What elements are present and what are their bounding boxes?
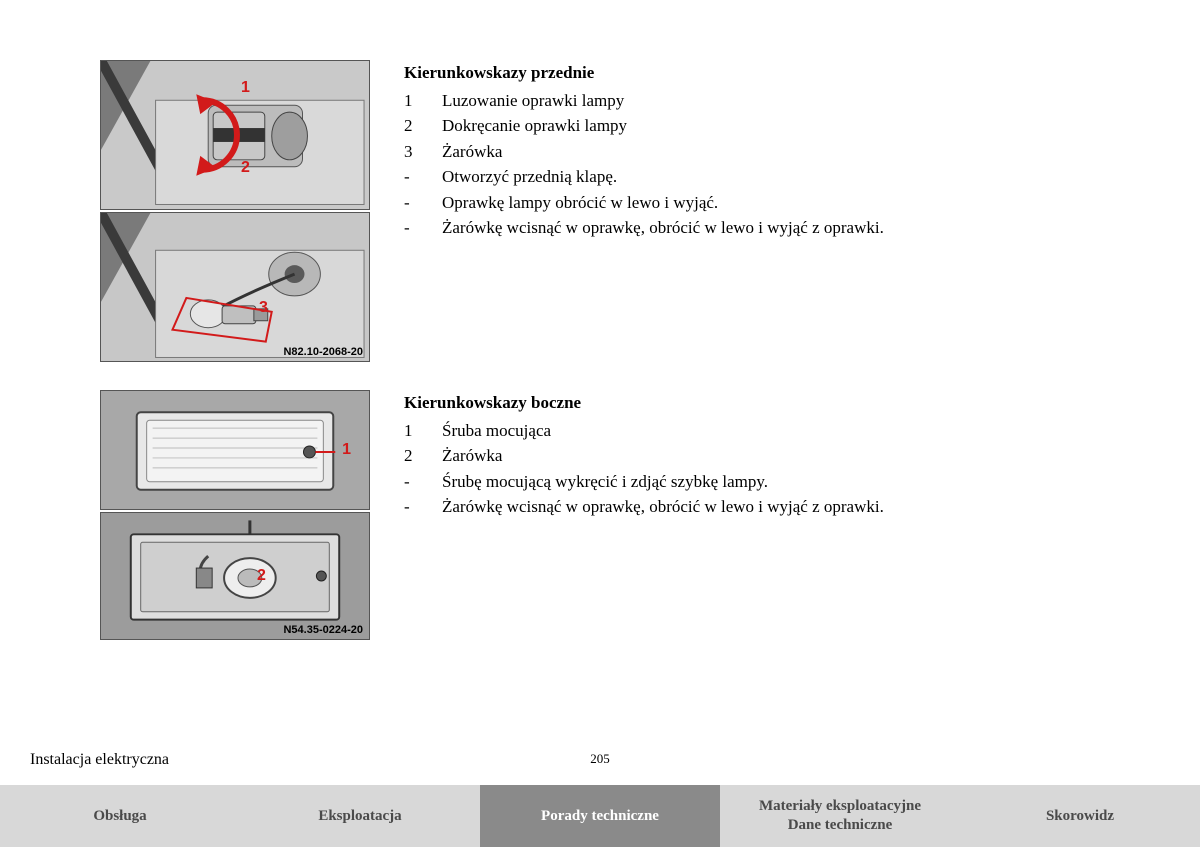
- list-marker: 3: [404, 139, 418, 165]
- list-item: -Otworzyć przednią klapę.: [404, 164, 1170, 190]
- footer-page-number: 205: [590, 751, 610, 767]
- page-content: 1 2 3 N82.1: [0, 0, 1200, 640]
- list-item: 2 Dokręcanie oprawki lampy: [404, 113, 1170, 139]
- figure-1-bottom: 3 N82.10-2068-20: [100, 212, 370, 362]
- tab-materialy-dane[interactable]: Materiały eksploatacyjne Dane techniczne: [720, 785, 960, 847]
- figure-reference-1: N82.10-2068-20: [283, 346, 363, 358]
- list-marker: -: [404, 190, 418, 216]
- list-item: 3 Żarówka: [404, 139, 1170, 165]
- callout-2-side: 2: [257, 567, 266, 585]
- figure-reference-2: N54.35-0224-20: [283, 624, 363, 636]
- list-item: -Oprawkę lampy obrócić w lewo i wyjąć.: [404, 190, 1170, 216]
- figure-1-top: 1 2: [100, 60, 370, 210]
- section-side-indicators: 1 2 N54.35-0224-20 Kierunkow: [100, 390, 1170, 640]
- illustration-side-lamp-open: [101, 512, 369, 640]
- illustration-lamp-socket: [101, 60, 369, 210]
- list-item: 2 Żarówka: [404, 443, 1170, 469]
- callout-3: 3: [259, 299, 268, 317]
- footer-section-label: Instalacja elektryczna: [30, 751, 169, 769]
- figure-column-2: 1 2 N54.35-0224-20: [100, 390, 370, 640]
- text-column-2: Kierunkowskazy boczne 1 Śruba mocująca 2Ż…: [404, 390, 1170, 520]
- list-marker: -: [404, 164, 418, 190]
- list-text: Żarówkę wcisnąć w oprawkę, obrócić w lew…: [442, 494, 884, 520]
- list-text: Dokręcanie oprawki lampy: [442, 113, 627, 139]
- illustration-side-lamp-closed: [101, 390, 369, 510]
- list-marker: 2: [404, 113, 418, 139]
- figure-column-1: 1 2 3 N82.1: [100, 60, 370, 362]
- figure-2-top: 1: [100, 390, 370, 510]
- callout-1-side: 1: [342, 441, 351, 459]
- list-text: Żarówkę wcisnąć w oprawkę, obrócić w lew…: [442, 215, 884, 241]
- text-column-1: Kierunkowskazy przednie 1 Luzowanie opraw…: [404, 60, 1170, 241]
- list-text: Otworzyć przednią klapę.: [442, 164, 617, 190]
- list-marker: 2: [404, 443, 418, 469]
- list-item: 1 Śruba mocująca: [404, 418, 1170, 444]
- list-item: 1 Luzowanie oprawki lampy: [404, 88, 1170, 114]
- list-marker: -: [404, 469, 418, 495]
- figure-2-bottom: 2 N54.35-0224-20: [100, 512, 370, 640]
- list-marker: -: [404, 494, 418, 520]
- tab-skorowidz[interactable]: Skorowidz: [960, 785, 1200, 847]
- tab-eksploatacja[interactable]: Eksploatacja: [240, 785, 480, 847]
- tab-porady-techniczne[interactable]: Porady techniczne: [480, 785, 720, 847]
- heading-side-indicators: Kierunkowskazy boczne: [404, 390, 1170, 416]
- heading-front-indicators: Kierunkowskazy przednie: [404, 60, 1170, 86]
- footer-row: Instalacja elektryczna 205: [0, 751, 1200, 769]
- tab-bar: Obsługa Eksploatacja Porady techniczne M…: [0, 785, 1200, 847]
- list-text: Luzowanie oprawki lampy: [442, 88, 624, 114]
- callout-2: 2: [241, 159, 250, 177]
- list-item: -Żarówkę wcisnąć w oprawkę, obrócić w le…: [404, 494, 1170, 520]
- list-marker: 1: [404, 418, 418, 444]
- list-text: Żarówka: [442, 139, 502, 165]
- list-item: -Śrubę mocującą wykręcić i zdjąć szybkę …: [404, 469, 1170, 495]
- list-marker: -: [404, 215, 418, 241]
- section-front-indicators: 1 2 3 N82.1: [100, 60, 1170, 362]
- callout-1: 1: [241, 79, 250, 97]
- illustration-bulb-removed: [101, 212, 369, 362]
- list-text: Śruba mocująca: [442, 418, 551, 444]
- list-text: Oprawkę lampy obrócić w lewo i wyjąć.: [442, 190, 718, 216]
- list-marker: 1: [404, 88, 418, 114]
- list-text: Żarówka: [442, 443, 502, 469]
- tab-obsluga[interactable]: Obsługa: [0, 785, 240, 847]
- list-text: Śrubę mocującą wykręcić i zdjąć szybkę l…: [442, 469, 768, 495]
- list-item: -Żarówkę wcisnąć w oprawkę, obrócić w le…: [404, 215, 1170, 241]
